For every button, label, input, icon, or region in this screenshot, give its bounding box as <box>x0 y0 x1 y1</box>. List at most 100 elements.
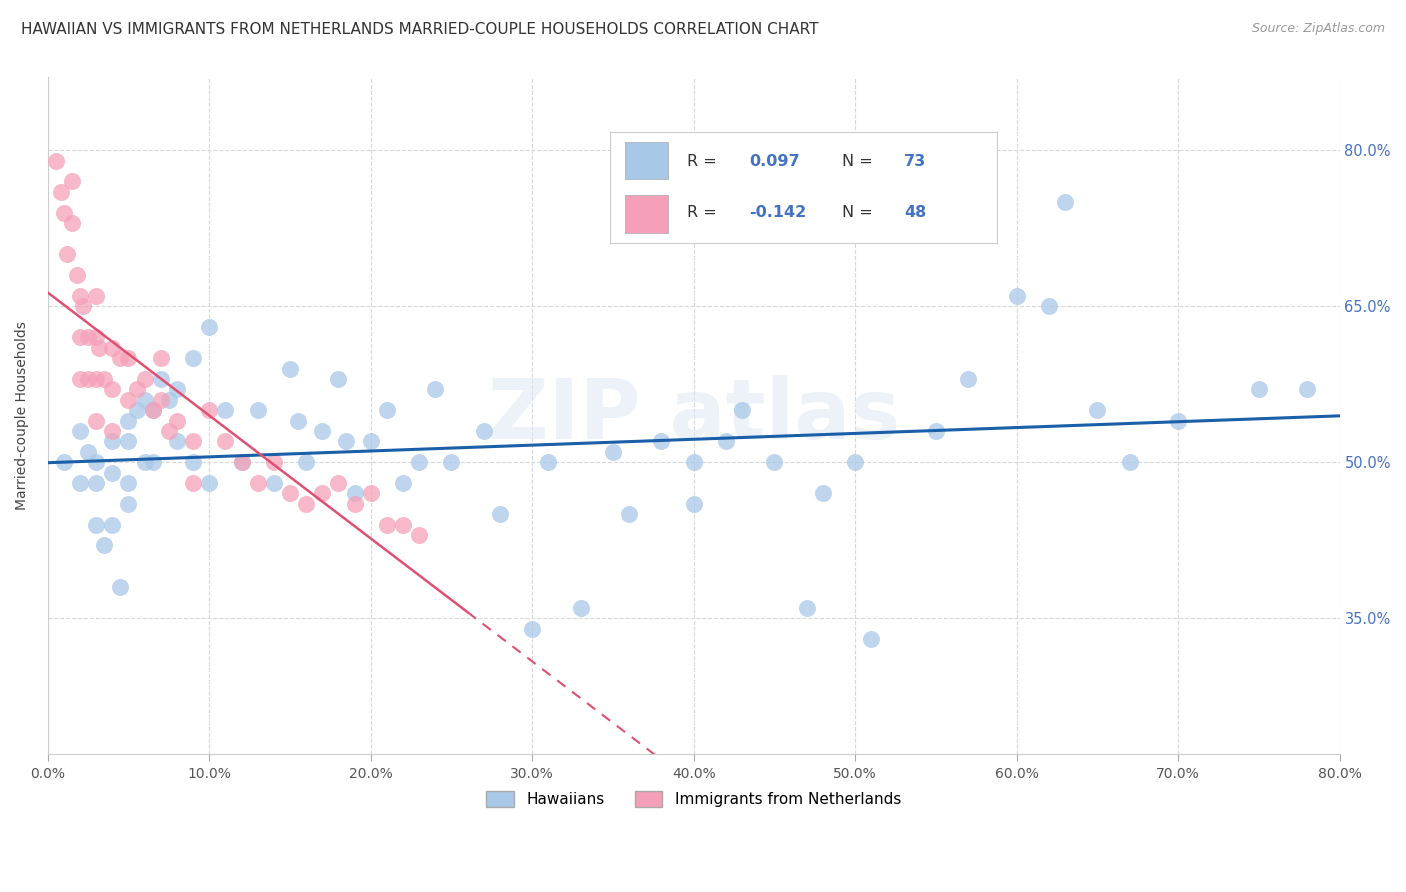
Point <box>295 497 318 511</box>
Point <box>84 517 107 532</box>
Point <box>925 424 948 438</box>
Point <box>682 497 704 511</box>
Point <box>93 539 115 553</box>
Point <box>52 455 75 469</box>
Point <box>84 455 107 469</box>
Point <box>198 320 221 334</box>
Point <box>198 403 221 417</box>
Point <box>142 455 165 469</box>
Point <box>425 383 447 397</box>
Point <box>69 424 91 438</box>
Point <box>117 351 139 366</box>
Point <box>117 476 139 491</box>
Point <box>617 508 640 522</box>
Point <box>149 351 172 366</box>
Point <box>714 434 737 449</box>
Text: HAWAIIAN VS IMMIGRANTS FROM NETHERLANDS MARRIED-COUPLE HOUSEHOLDS CORRELATION CH: HAWAIIAN VS IMMIGRANTS FROM NETHERLANDS … <box>21 22 818 37</box>
Point <box>101 424 124 438</box>
Point <box>157 392 180 407</box>
Point <box>166 383 188 397</box>
Point <box>408 528 430 542</box>
Point <box>1005 289 1028 303</box>
Point <box>84 414 107 428</box>
Point <box>181 351 204 366</box>
Point <box>1296 383 1319 397</box>
Point <box>392 476 415 491</box>
Point <box>1038 299 1060 313</box>
Point <box>110 580 132 594</box>
Point <box>811 486 834 500</box>
Point <box>181 455 204 469</box>
Point <box>77 330 100 344</box>
Text: Source: ZipAtlas.com: Source: ZipAtlas.com <box>1251 22 1385 36</box>
Point <box>311 424 333 438</box>
Point <box>84 372 107 386</box>
Point <box>844 455 866 469</box>
Point <box>69 330 91 344</box>
Point <box>134 372 156 386</box>
Point <box>77 372 100 386</box>
Point <box>69 289 91 303</box>
Point <box>375 517 398 532</box>
Point <box>134 455 156 469</box>
Point <box>166 414 188 428</box>
Point <box>134 392 156 407</box>
Point <box>125 383 148 397</box>
Point <box>101 341 124 355</box>
Point <box>149 392 172 407</box>
Point <box>117 497 139 511</box>
Point <box>682 455 704 469</box>
Point <box>45 153 67 168</box>
Point <box>77 445 100 459</box>
Point <box>328 372 350 386</box>
Point <box>311 486 333 500</box>
Point <box>198 476 221 491</box>
Point <box>375 403 398 417</box>
Point <box>142 403 165 417</box>
Point <box>472 424 495 438</box>
Point <box>392 517 415 532</box>
Point <box>166 434 188 449</box>
Point <box>101 517 124 532</box>
Point <box>860 632 883 646</box>
Point <box>157 424 180 438</box>
Point <box>650 434 672 449</box>
Point <box>181 434 204 449</box>
Point <box>84 476 107 491</box>
Point <box>60 216 83 230</box>
Point <box>69 372 91 386</box>
Point <box>440 455 463 469</box>
Point <box>101 466 124 480</box>
Point <box>214 434 236 449</box>
Point <box>731 403 754 417</box>
Point <box>125 403 148 417</box>
Point <box>1054 195 1077 210</box>
Point <box>328 476 350 491</box>
Point <box>360 434 382 449</box>
Point <box>149 372 172 386</box>
Point <box>60 174 83 188</box>
Point <box>117 392 139 407</box>
Point <box>335 434 357 449</box>
Point <box>214 403 236 417</box>
Point <box>89 341 111 355</box>
Point <box>66 268 89 282</box>
Point <box>142 403 165 417</box>
Point <box>231 455 253 469</box>
Point <box>763 455 786 469</box>
Point <box>537 455 560 469</box>
Point <box>360 486 382 500</box>
Point <box>278 486 301 500</box>
Point <box>278 361 301 376</box>
Point <box>1247 383 1270 397</box>
Point <box>957 372 980 386</box>
Text: ZIP atlas: ZIP atlas <box>488 375 900 456</box>
Point <box>231 455 253 469</box>
Point <box>246 403 269 417</box>
Point <box>263 455 285 469</box>
Point <box>69 476 91 491</box>
Point <box>263 476 285 491</box>
Point <box>72 299 94 313</box>
Point <box>49 185 72 199</box>
Point <box>84 330 107 344</box>
